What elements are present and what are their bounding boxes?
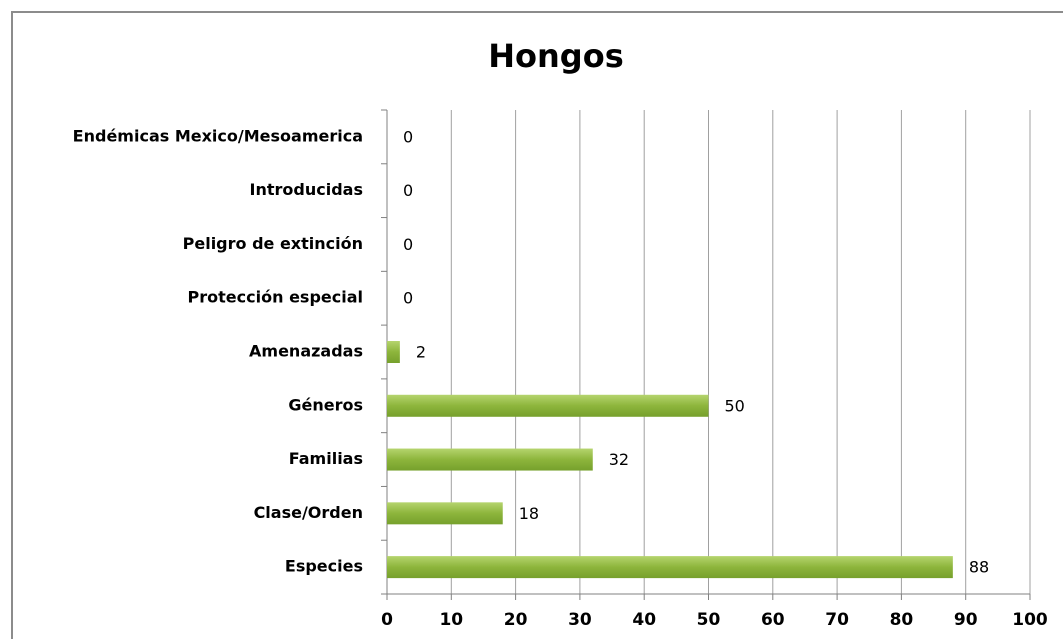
x-tick-label: 50	[697, 610, 721, 630]
x-tick-label: 70	[825, 610, 849, 630]
y-tick-label: Amenazadas	[249, 342, 363, 361]
x-tick-label: 80	[890, 610, 914, 630]
value-label: 50	[725, 396, 745, 415]
y-tick-label: Introducidas	[250, 180, 363, 199]
x-tick-label: 60	[761, 610, 785, 630]
x-tick-label: 40	[632, 610, 656, 630]
value-label: 88	[969, 558, 989, 577]
y-tick-label: Peligro de extinción	[183, 234, 363, 253]
value-label: 0	[403, 235, 413, 254]
bar	[387, 502, 503, 525]
x-tick-label: 20	[504, 610, 528, 630]
bar	[387, 448, 593, 471]
y-tick-label: Clase/Orden	[254, 503, 363, 522]
y-tick-label: Protección especial	[188, 288, 363, 307]
chart-frame	[11, 11, 1063, 639]
value-label: 32	[609, 450, 629, 469]
bar	[387, 556, 953, 579]
value-label: 18	[519, 504, 539, 523]
value-label: 0	[403, 181, 413, 200]
value-label: 2	[416, 343, 426, 362]
bar	[387, 341, 400, 363]
x-tick-label: 30	[568, 610, 592, 630]
bar	[387, 394, 709, 417]
value-label: 0	[403, 127, 413, 146]
value-label: 0	[403, 289, 413, 308]
x-tick-label: 10	[439, 610, 463, 630]
y-tick-label: Endémicas Mexico/Mesoamerica	[73, 126, 363, 145]
x-tick-label: 100	[1012, 610, 1048, 630]
y-tick-label: Géneros	[288, 395, 363, 414]
x-tick-label: 0	[381, 610, 393, 630]
chart-title: Hongos	[488, 37, 623, 75]
y-tick-label: Familias	[289, 449, 363, 468]
y-tick-label: Especies	[285, 557, 363, 576]
x-tick-label: 90	[954, 610, 978, 630]
